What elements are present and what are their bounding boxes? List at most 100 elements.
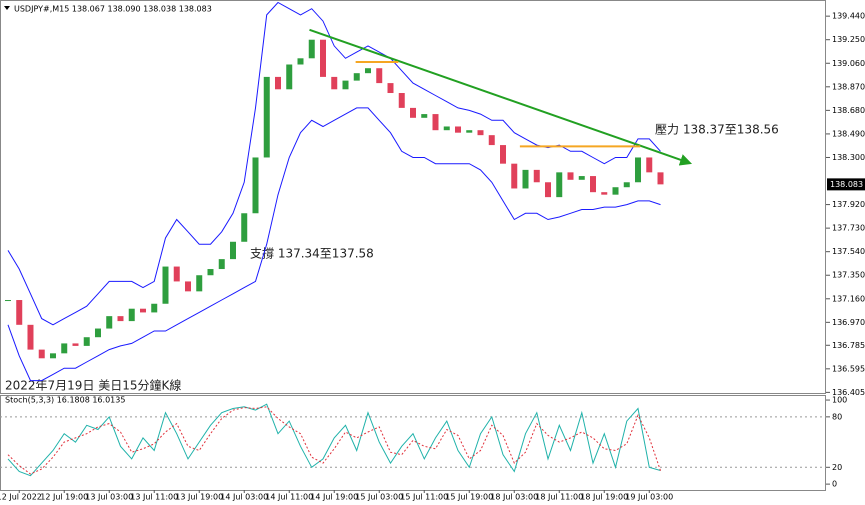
candle [128,308,135,322]
y-tick-label: 136.785 [832,341,865,350]
candle [646,157,653,173]
y-tick-label: 139.250 [832,35,865,44]
candle [410,107,416,118]
candle [511,163,518,189]
stoch-tick-label: 0 [832,480,837,489]
candle [106,316,113,329]
candle [83,337,90,346]
x-tick-label: 15 Jul 19:00 [445,493,493,502]
candle [4,300,11,302]
y-tick-label: 138.680 [832,106,865,115]
candle [567,172,574,180]
x-tick-label: 14 Jul 19:00 [310,493,358,502]
candle [556,172,563,198]
y-tick-label: 137.160 [832,294,865,303]
x-tick-label: 18 Jul 11:00 [535,493,583,502]
y-tick-label: 137.920 [832,200,865,209]
main-frame [0,0,826,394]
y-tick-label: 137.540 [832,247,865,256]
candle [331,76,338,90]
trend-line [309,28,693,166]
candle [623,182,630,188]
candle [16,300,23,325]
candle [601,192,608,195]
stoch-label: Stoch(5,3,3) 16.1808 16.0135 [5,396,125,405]
candle [657,172,664,185]
candle [364,68,371,74]
y-tick-label: 138.870 [832,82,865,91]
candle [27,324,34,350]
y-tick-label: 136.970 [832,318,865,327]
candle [252,157,259,214]
candle [353,73,360,81]
candle [218,259,225,270]
candle [184,281,191,292]
y-tick-label: 137.730 [832,224,865,233]
candle [421,114,428,118]
stoch-tick-label: 100 [832,396,847,405]
x-tick-label: 18 Jul 19:00 [580,493,628,502]
candle [342,80,349,90]
candle [455,126,462,133]
y-tick-label: 139.060 [832,59,865,68]
candle [443,126,450,131]
y-tick-label: 138.300 [832,153,865,162]
candle [500,145,507,164]
candle [207,269,214,276]
y-tick-label: 139.440 [832,12,865,21]
x-tick-label: 12 Jul 19:00 [40,493,88,502]
candle [466,130,473,133]
candle [162,266,169,304]
candle [635,157,642,183]
upper-band [7,1,661,326]
candle [578,176,585,180]
price-label: 138.083 [830,180,863,189]
price-box [827,178,865,191]
candle [263,76,270,158]
stoch-frame [0,395,826,491]
x-tick-label: 14 Jul 11:00 [265,493,313,502]
candle [72,343,79,346]
stoch-k [7,403,661,477]
candle [398,93,405,108]
x-tick-label: 12 Jul 2022 [0,493,42,502]
x-tick-label: 13 Jul 19:00 [175,493,223,502]
menu-icon [4,6,10,10]
candle [274,76,281,90]
candle [117,316,124,322]
candle [612,187,619,195]
candle [297,58,304,65]
candle [522,169,529,189]
x-tick-label: 15 Jul 11:00 [400,493,448,502]
candle [94,328,101,338]
x-tick-label: 15 Jul 03:00 [355,493,403,502]
candle [61,343,68,354]
candle [241,213,248,242]
x-tick-label: 13 Jul 11:00 [130,493,178,502]
candle [488,135,495,146]
candle [545,182,552,198]
candle [387,83,394,94]
candle [319,39,326,77]
candle [590,176,597,193]
support-note: 支撐 137.34至137.58 [250,247,374,261]
y-tick-label: 138.490 [832,129,865,138]
candle [151,303,158,313]
x-tick-label: 19 Jul 03:00 [625,493,673,502]
chart-caption: 2022年7月19日 美日15分鐘K線 [5,378,181,393]
candle [49,353,56,359]
candle [308,39,315,59]
candle [139,308,146,313]
x-tick-label: 18 Jul 03:00 [490,493,538,502]
y-tick-label: 136.405 [832,388,865,397]
candle [533,169,540,183]
x-tick-label: 13 Jul 03:00 [85,493,133,502]
candle [38,349,45,359]
stoch-d [7,406,661,475]
candle [286,64,293,90]
stoch-tick-label: 20 [832,463,842,472]
candle [477,130,484,136]
candle [173,266,180,282]
candle [376,68,383,84]
